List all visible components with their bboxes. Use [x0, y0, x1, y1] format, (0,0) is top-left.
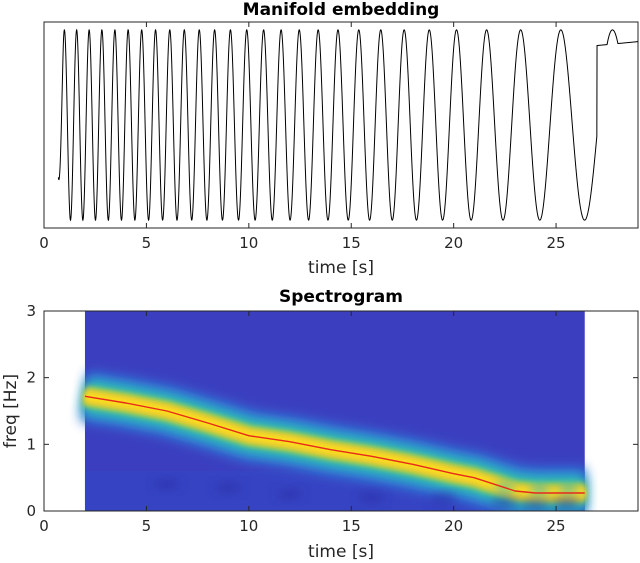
noise-blob-dark	[152, 478, 181, 491]
x-tick-label: 0	[39, 517, 49, 535]
heatmap-layer	[80, 311, 585, 511]
plot-frame	[43, 310, 639, 512]
y-tick-label: 3	[26, 302, 36, 320]
x-tick-label: 20	[444, 517, 463, 535]
noise-blob-light	[529, 483, 550, 496]
y-tick-label: 0	[26, 502, 36, 520]
signal-line	[57, 28, 638, 222]
noise-blob-dark	[552, 497, 581, 509]
chart-title: Manifold embedding	[243, 0, 440, 20]
trace-layer	[57, 28, 638, 222]
x-tick-label: 10	[239, 234, 258, 252]
noise-blob-dark	[521, 498, 550, 511]
x-axis-label: time [s]	[308, 542, 374, 562]
noise-blob-dark	[490, 497, 519, 509]
x-ticks: 0 5 10 15 20 25	[39, 22, 566, 252]
chart-title: Spectrogram	[279, 287, 403, 307]
x-tick-label: 15	[342, 234, 361, 252]
axis-ticks: 0 5 10 15 20 25 0 1 2 3	[26, 302, 638, 535]
x-tick-label: 25	[547, 234, 566, 252]
ridge-line	[84, 395, 585, 494]
x-axis-label: time [s]	[308, 258, 374, 278]
x-tick-label: 15	[342, 517, 361, 535]
noise-blob-dark	[275, 488, 304, 501]
chart-manifold-embedding: Manifold embedding 0 5 10 15 20 25 time [s]	[39, 0, 639, 278]
x-tick-label: 5	[142, 234, 152, 252]
x-tick-label: 25	[547, 517, 566, 535]
y-tick-label: 2	[26, 369, 36, 387]
noise-blob-light	[558, 482, 579, 495]
y-tick-label: 1	[26, 435, 36, 453]
y-axis-label: freq [Hz]	[1, 374, 21, 448]
noise-blob-dark	[357, 491, 386, 504]
x-tick-label: 5	[142, 517, 152, 535]
x-tick-label: 20	[444, 234, 463, 252]
chart-spectrogram: Spectrogram 0 5 10 15 20 25 0 1 2 3 time [s] freq…	[1, 287, 639, 562]
noise-blob-dark	[214, 481, 243, 494]
x-tick-label: 0	[39, 234, 49, 252]
noise-blob-dark	[429, 493, 458, 505]
x-tick-label: 10	[239, 517, 258, 535]
